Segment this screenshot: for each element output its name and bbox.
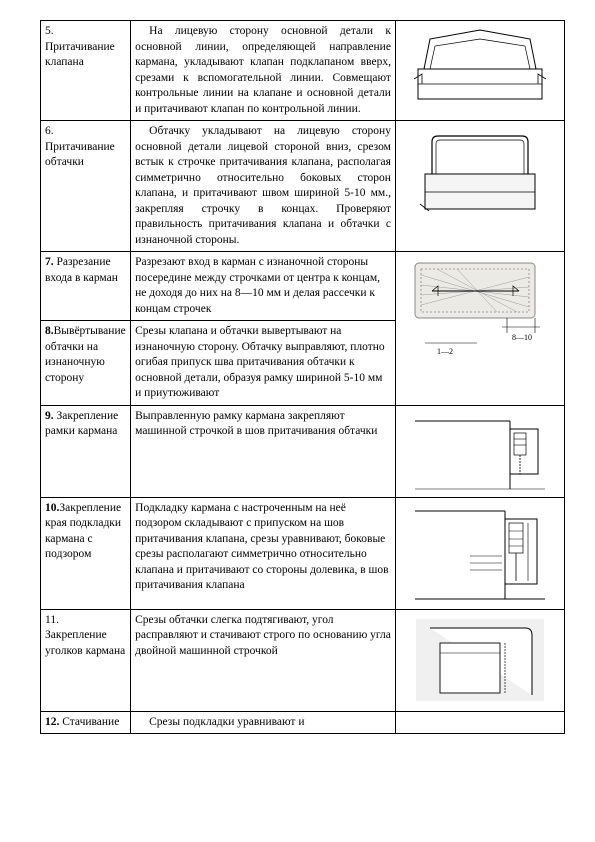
cell-7-title: 7. Разрезание входа в карман (41, 252, 131, 321)
row-title: Закрепление уголков кармана (45, 629, 125, 657)
cell-11-title: 11. Закрепление уголков кармана (41, 609, 131, 711)
cell-12-desc: Срезы подкладки уравнивают и (131, 711, 396, 734)
cell-11-img (395, 609, 564, 711)
row-title: Закрепление рамки кармана (45, 410, 118, 438)
cell-5-title: 5. Притачивание клапана (41, 21, 131, 121)
row-title: Притачивание обтачки (45, 141, 115, 169)
cell-7-desc: Разрезают вход в карман с изнаночной сто… (131, 252, 396, 321)
row-title: Стачивание (62, 716, 119, 728)
row-title: Разрезание входа в карман (45, 256, 118, 284)
dim-label: 1—2 (437, 347, 453, 356)
cell-8-title: 8.Вывёртывание обтачки на изнаночную сто… (41, 321, 131, 406)
row-title: Притачивание клапана (45, 41, 115, 69)
cell-9-desc: Выправленную рамку кармана закрепляют ма… (131, 405, 396, 497)
row-num: 10. (45, 502, 59, 514)
cell-10-title: 10.Закрепление края подкладки кармана с … (41, 497, 131, 609)
diagram-10 (410, 501, 550, 606)
row-title: Вывёртывание обтачки на изнаночную сторо… (45, 325, 126, 384)
cell-5-desc: На лицевую сторону основной детали к осн… (131, 21, 396, 121)
row-num: 11. (45, 614, 59, 626)
cell-10-img (395, 497, 564, 609)
row-num: 9. (45, 410, 57, 422)
diagram-6 (410, 124, 550, 219)
diagram-9 (410, 409, 550, 494)
row-num: 5. (45, 25, 54, 37)
cell-8-desc: Срезы клапана и обтачки вывертывают на и… (131, 321, 396, 406)
cell-7-8-img: 8—10 1—2 (395, 252, 564, 406)
diagram-5 (410, 24, 550, 109)
cell-9-img (395, 405, 564, 497)
diagram-7-8: 8—10 1—2 (407, 255, 552, 365)
cell-5-img (395, 21, 564, 121)
row-num: 8. (45, 325, 54, 337)
cell-12-img (395, 711, 564, 734)
process-table: 5. Притачивание клапана На лицевую сторо… (40, 20, 565, 734)
cell-11-desc: Срезы обтачки слегка подтягивают, угол р… (131, 609, 396, 711)
diagram-11 (410, 613, 550, 708)
cell-6-title: 6. Притачивание обтачки (41, 121, 131, 252)
row-num: 12. (45, 716, 62, 728)
row-num: 7. (45, 256, 57, 268)
cell-12-title: 12. Стачивание (41, 711, 131, 734)
dim-label: 8—10 (512, 333, 532, 342)
cell-6-desc: Обтачку укладывают на лицевую сторону ос… (131, 121, 396, 252)
row-num: 6. (45, 125, 54, 137)
cell-10-desc: Подкладку кармана с настроченным на неё … (131, 497, 396, 609)
cell-6-img (395, 121, 564, 252)
cell-9-title: 9. Закрепление рамки кармана (41, 405, 131, 497)
